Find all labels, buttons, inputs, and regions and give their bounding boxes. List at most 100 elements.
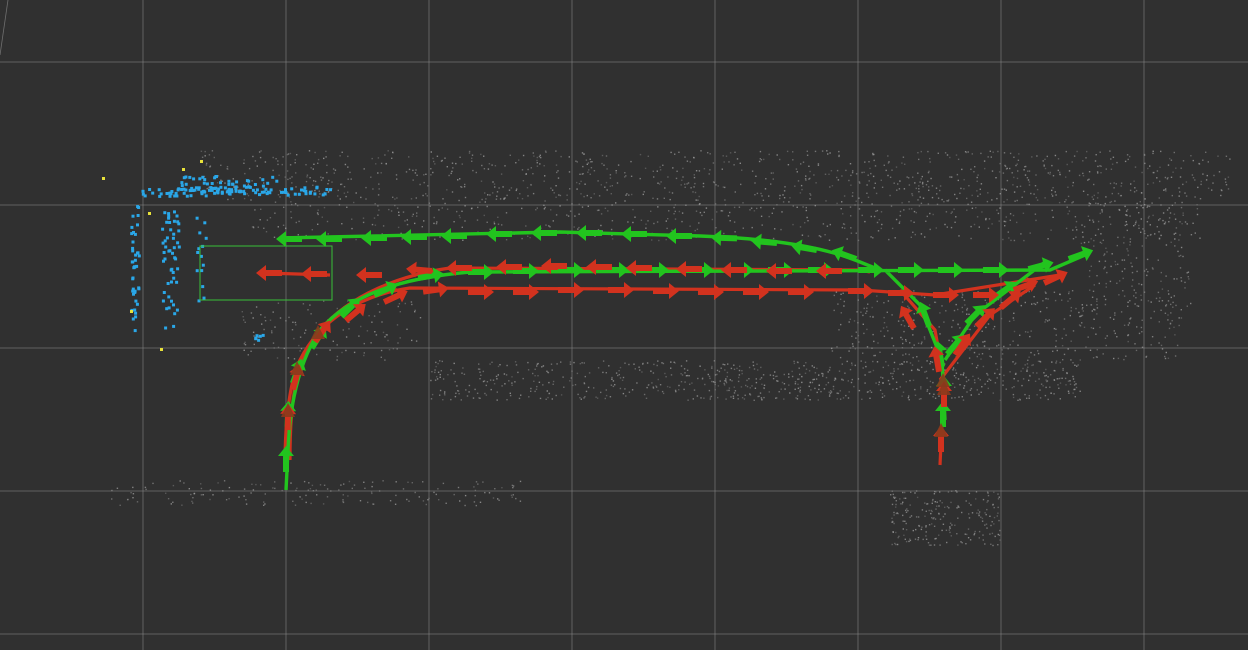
cloud-point [1009,371,1011,373]
cloud-point [913,319,915,321]
cloud-point [439,360,441,362]
red-pose-arrow-icon [973,287,999,303]
cloud-point [791,375,794,378]
cloud-point [899,210,902,213]
cloud-point [1066,206,1068,208]
waypoint-marker [311,325,325,339]
cloud-point [745,384,747,387]
obstacle-point-highlight [148,212,151,215]
cloud-point [655,385,657,387]
cloud-point [497,216,499,218]
cloud-point [938,534,940,536]
cloud-point [906,508,908,510]
cloud-point [339,198,341,200]
cloud-point [1142,207,1144,209]
cloud-point [578,183,581,185]
cloud-point [975,491,978,493]
cloud-point [674,362,676,364]
cloud-point [642,193,644,196]
cloud-point [951,211,953,213]
cloud-point [287,357,290,359]
green-pose-arrow-icon [361,230,387,246]
cloud-point [536,385,538,388]
cloud-point [943,201,945,203]
cloud-point [525,225,527,227]
cloud-point [917,172,919,174]
green-pose-arrow-icon [643,262,669,278]
cloud-point [371,485,373,488]
cloud-point [1225,155,1228,157]
cloud-point [1188,278,1190,280]
cloud-point [796,361,799,363]
cloud-point [1110,200,1113,203]
cloud-point [617,164,620,166]
cloud-point [892,378,894,380]
cloud-point [882,377,884,379]
arrow-shape [513,263,539,279]
cloud-point [880,211,883,213]
cloud-point [799,226,802,228]
cloud-point [1046,307,1048,309]
cloud-point [165,492,167,494]
cloud-point [568,171,571,173]
cloud-point [582,165,584,168]
cloud-point [527,168,529,171]
cloud-point [1124,160,1127,163]
cloud-point [761,224,763,226]
cloud-point [332,168,335,170]
obstacle-point [201,285,205,289]
cloud-point [855,232,857,234]
cloud-point [1024,393,1026,396]
cloud-point [975,498,977,500]
cloud-point [297,234,299,236]
obstacle-point [141,192,145,196]
cloud-point [286,170,289,172]
cloud-point [464,205,466,207]
cloud-point [1114,314,1116,316]
cloud-point [953,208,955,210]
cloud-point [851,362,853,364]
cloud-point [845,169,847,172]
cloud-point [908,325,910,327]
cloud-point [934,518,937,520]
cloud-point [512,486,514,489]
cloud-point [978,226,980,228]
cloud-point [512,485,515,487]
cloud-point [916,369,919,371]
cloud-point [414,311,416,313]
cloud-point [1150,317,1152,319]
selection-box[interactable] [199,245,333,301]
cloud-point [457,486,460,489]
cloud-point [900,336,902,339]
cloud-point [941,305,943,307]
cloud-point [373,315,376,317]
cloud-point [1142,228,1144,230]
cloud-point [991,223,993,225]
cloud-point [276,357,279,359]
cloud-point [611,376,613,379]
cloud-point [683,368,686,370]
cloud-point [966,309,968,311]
obstacle-point [135,302,139,306]
cloud-point [989,379,992,381]
arrow-shape [676,261,702,277]
cloud-point [1164,355,1166,358]
cloud-point [1165,188,1167,190]
cloud-point [1161,348,1164,350]
cloud-point [434,371,436,374]
cloud-point [684,183,686,185]
arrow-shape [928,346,945,373]
cloud-point [1224,178,1227,180]
cloud-point [459,216,461,219]
cloud-point [990,356,992,358]
cloud-point [1133,180,1135,182]
cloud-point [768,195,770,197]
cloud-point [1164,221,1167,223]
cloud-point [1033,354,1036,356]
cloud-point [715,184,717,186]
cloud-point [1106,271,1108,274]
cloud-point [920,343,923,345]
cloud-point [1194,232,1196,234]
